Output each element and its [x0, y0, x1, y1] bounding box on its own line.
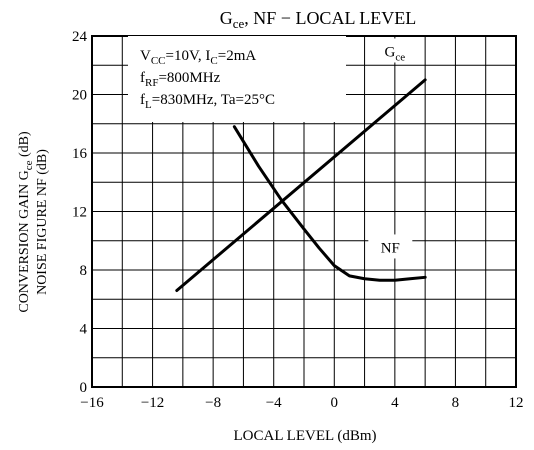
series-line-gce — [175, 78, 427, 292]
x-tick-label: 12 — [509, 395, 524, 411]
x-axis-label: LOCAL LEVEL (dBm) — [233, 428, 376, 444]
chart-title: Gce, NF − LOCAL LEVEL — [220, 8, 417, 31]
y-tick-label: 4 — [80, 322, 88, 338]
condition-line: fL=830MHz, Ta=25°C — [140, 92, 275, 111]
x-tick-label: −4 — [266, 395, 282, 411]
x-tick-label: −16 — [80, 395, 104, 411]
y-axis-label-gain: CONVERSION GAIN Gce (dB) — [17, 131, 35, 313]
y-tick-label: 16 — [72, 146, 88, 162]
condition-line: VCC=10V, IC=2mA — [140, 48, 256, 67]
y-tick-label: 0 — [80, 380, 88, 396]
tick-labels: −16 −12 −8 −4 0 4 8 12 0 4 8 12 16 20 24 — [72, 29, 524, 411]
series-line-nf — [232, 125, 427, 282]
x-tick-label: −8 — [205, 395, 221, 411]
x-tick-label: −12 — [141, 395, 164, 411]
y-tick-label: 12 — [72, 205, 87, 221]
x-tick-label: 8 — [452, 395, 460, 411]
series-label-nf: NF — [381, 240, 400, 256]
series-label-nf-bg — [368, 234, 413, 259]
x-tick-label: 0 — [331, 395, 339, 411]
y-tick-label: 20 — [72, 88, 87, 104]
x-tick-label: 4 — [391, 395, 399, 411]
series-label-gce-bg — [372, 38, 417, 63]
y-tick-label: 24 — [72, 29, 88, 45]
series-label-gce: Gce — [385, 44, 406, 63]
condition-line: fRF=800MHz — [140, 70, 221, 89]
y-tick-label: 8 — [80, 263, 88, 279]
conditions-text: VCC=10V, IC=2mA fRF=800MHz fL=830MHz, Ta=2… — [140, 48, 275, 111]
y-axis-label-nf: NOISE FIGURE NF (dB) — [35, 149, 50, 295]
conditions-box — [128, 36, 346, 122]
series-group: Gce NF — [175, 38, 427, 292]
